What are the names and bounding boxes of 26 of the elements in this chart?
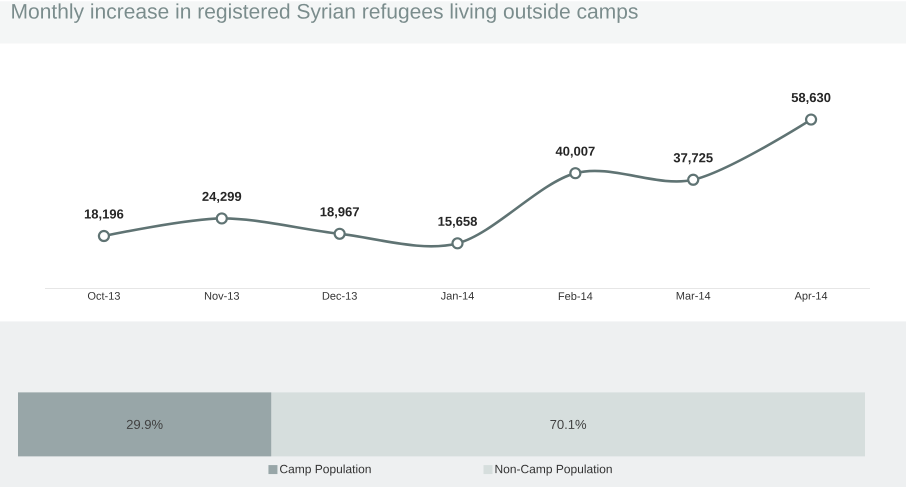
point: [216, 212, 228, 224]
x-tick-label: Feb-14: [558, 292, 592, 300]
data-label: 15,658: [438, 216, 477, 228]
legend-label: Camp Population: [280, 464, 371, 476]
data-label: 18,196: [84, 209, 124, 220]
x-tick-label: Nov-13: [204, 292, 240, 300]
point: [687, 173, 700, 186]
data-label: 24,299: [202, 192, 242, 203]
x-tick-label: Oct-13: [88, 292, 120, 300]
point: [451, 237, 464, 250]
data-label: 70.1%: [550, 420, 586, 429]
chart-title: Monthly increase in registered Syrian refugees living outside camps: [12, 3, 638, 23]
x-tick-label: Jan-14: [440, 292, 474, 300]
point: [334, 227, 346, 240]
x-tick-label: Dec-13: [322, 292, 357, 300]
point: [569, 166, 582, 180]
legend-label: Non-Camp Population: [495, 464, 612, 476]
point: [804, 113, 818, 126]
data-label: 58,630: [792, 92, 830, 104]
data-label: 40,007: [556, 146, 595, 158]
data-label: 18,967: [320, 206, 359, 218]
data-label: 29.9%: [126, 420, 163, 429]
x-tick-label: Apr-14: [794, 292, 828, 302]
point: [98, 230, 110, 242]
data-label: 37,725: [674, 152, 713, 164]
x-tick-label: Mar-14: [676, 292, 710, 300]
